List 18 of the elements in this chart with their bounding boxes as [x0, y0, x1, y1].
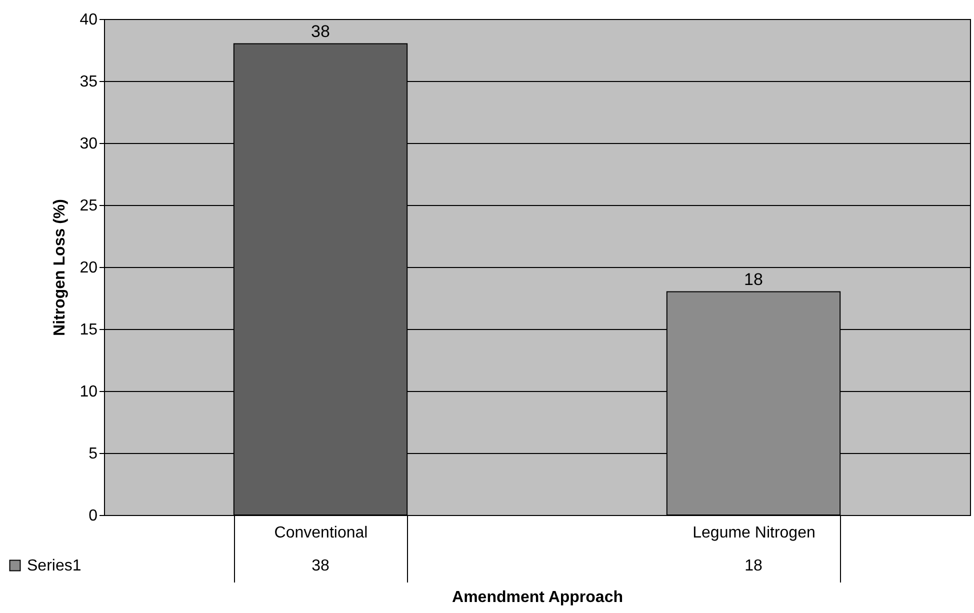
- data-label: 18: [744, 270, 763, 289]
- y-tick-label: 5: [88, 446, 98, 462]
- y-axis-title: Nitrogen Loss (%): [52, 199, 69, 336]
- text: 38: [312, 557, 330, 574]
- y-tick-label: 10: [80, 384, 98, 400]
- y-tick-label: 0: [88, 508, 98, 524]
- x-tick-label: Legume Nitrogen: [692, 524, 816, 542]
- y-tick-label: 40: [80, 12, 98, 28]
- data-label: 38: [311, 22, 330, 41]
- x-tick-label: Conventional: [274, 524, 368, 542]
- x-axis-title: Amendment Approach: [452, 589, 623, 606]
- y-tick-label: 35: [80, 74, 98, 90]
- y-tick-label: 20: [80, 260, 98, 276]
- y-tick-label: 15: [80, 322, 98, 338]
- legend-label: Series1: [27, 558, 82, 574]
- text: 18: [744, 557, 762, 574]
- y-tick-label: 30: [80, 136, 98, 152]
- y-tick-label: 25: [80, 198, 98, 214]
